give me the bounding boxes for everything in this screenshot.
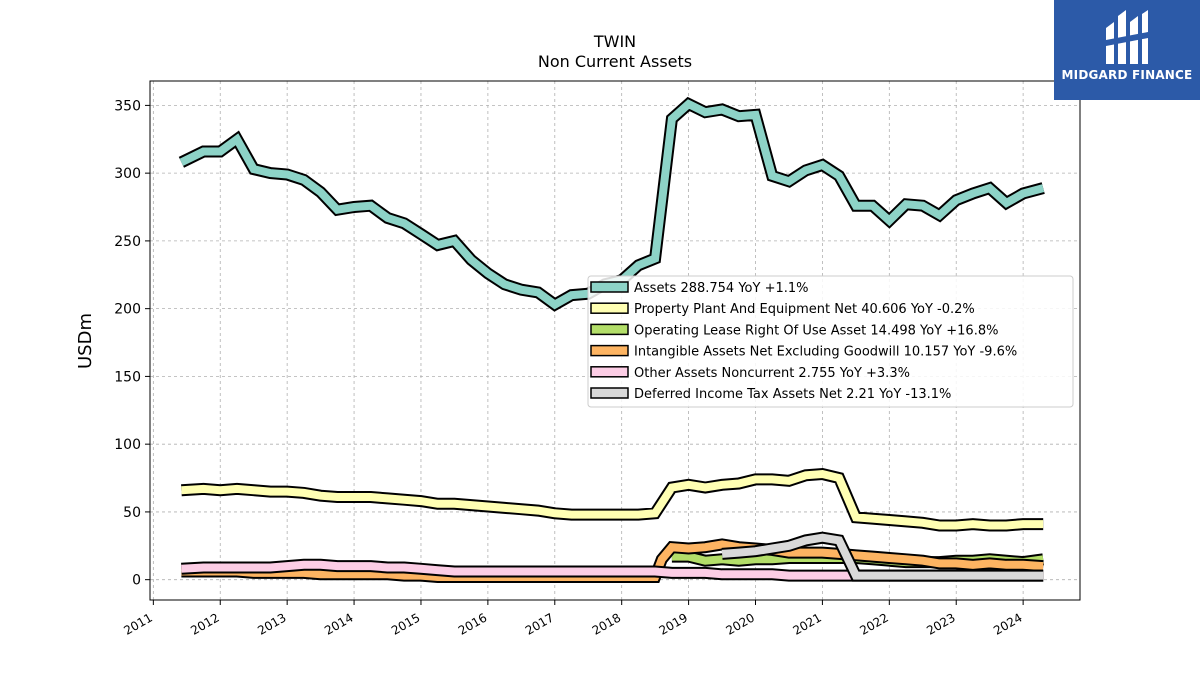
x-tick-label: 2014 xyxy=(322,610,355,637)
x-tick-label: 2012 xyxy=(188,610,221,637)
y-tick-label: 350 xyxy=(114,98,141,114)
series-line xyxy=(721,533,1044,580)
legend-swatch xyxy=(590,387,629,399)
y-tick-label: 300 xyxy=(114,166,141,182)
legend: Assets 288.754 YoY +1.1% Property Plant A… xyxy=(587,275,1074,408)
legend-swatch xyxy=(590,366,629,378)
logo-mark-icon xyxy=(1106,10,1148,64)
series-lines xyxy=(178,96,1045,583)
legend-swatch xyxy=(590,302,629,314)
legend-entry: Property Plant And Equipment Net 40.606 … xyxy=(634,302,975,317)
logo-text: MIDGARD FINANCE xyxy=(1061,68,1193,82)
x-tick-label: 2011 xyxy=(121,610,154,637)
x-tick-label: 2018 xyxy=(590,610,623,637)
x-tick-label: 2024 xyxy=(991,610,1024,637)
y-tick-label: 50 xyxy=(123,505,141,521)
x-tick-label: 2015 xyxy=(389,610,422,637)
x-tick-label: 2016 xyxy=(456,610,489,637)
legend-swatch xyxy=(590,323,629,336)
x-tick-label: 2013 xyxy=(255,610,288,637)
x-tick-label: 2023 xyxy=(924,610,957,637)
legend-entry: Deferred Income Tax Assets Net 2.21 YoY … xyxy=(634,387,951,402)
legend-entry: Operating Lease Right Of Use Asset 14.49… xyxy=(634,323,998,338)
x-tick-label: 2022 xyxy=(857,610,890,637)
legend-swatch xyxy=(590,344,629,357)
legend-entry: Intangible Assets Net Excluding Goodwill… xyxy=(634,345,1017,360)
y-tick-label: 0 xyxy=(132,573,141,589)
legend-entry: Assets 288.754 YoY +1.1% xyxy=(634,281,809,296)
legend-box xyxy=(587,275,1074,408)
plot-frame xyxy=(149,80,1081,601)
legend-entry: Other Assets Noncurrent 2.755 YoY +3.3% xyxy=(634,366,910,381)
chart-subtitle: Non Current Assets xyxy=(538,52,692,71)
x-tick-label: 2020 xyxy=(724,610,757,637)
y-tick-label: 250 xyxy=(114,234,141,250)
series-line xyxy=(181,469,1044,530)
x-tick-label: 2017 xyxy=(523,610,556,637)
y-tick-label: 200 xyxy=(114,302,141,318)
y-axis-label: USDm xyxy=(75,313,96,369)
series-line xyxy=(179,99,1045,310)
x-tick-label: 2021 xyxy=(790,610,823,637)
y-tick-label: 150 xyxy=(114,369,141,385)
legend-swatch xyxy=(590,281,629,293)
chart-title: TWIN xyxy=(593,32,636,51)
midgard-finance-logo: MIDGARD FINANCE xyxy=(1054,0,1200,100)
x-tick-label: 2019 xyxy=(657,610,690,637)
y-tick-label: 100 xyxy=(114,437,141,453)
